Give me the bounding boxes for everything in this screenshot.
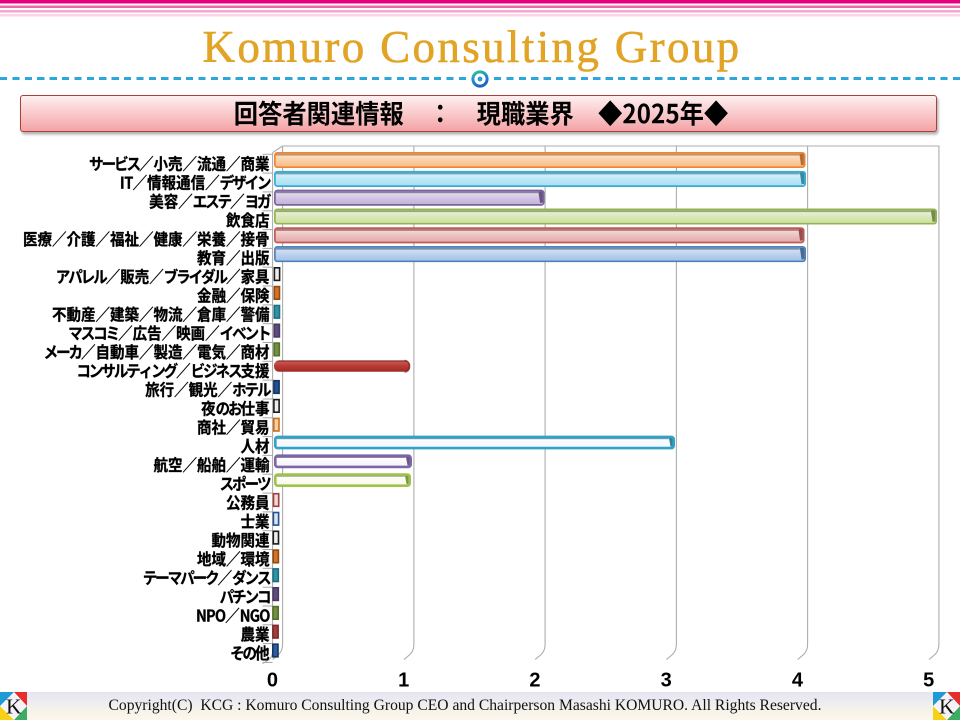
svg-text:2: 2: [529, 670, 540, 692]
svg-text:K: K: [939, 695, 955, 719]
svg-text:3: 3: [661, 670, 672, 692]
svg-text:0: 0: [267, 670, 278, 692]
svg-text:5: 5: [923, 670, 934, 692]
svg-text:4: 4: [792, 670, 804, 692]
svg-text:1: 1: [398, 670, 409, 692]
svg-text:K: K: [6, 695, 22, 719]
